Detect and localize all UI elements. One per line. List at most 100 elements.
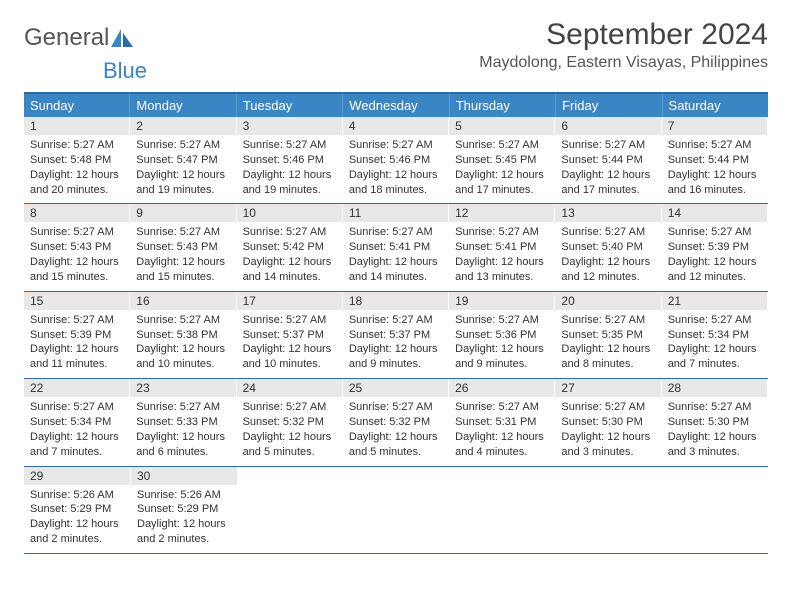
daylight-text: Daylight: 12 hours and 19 minutes. xyxy=(136,168,229,198)
day-body: Sunrise: 5:27 AMSunset: 5:42 PMDaylight:… xyxy=(237,222,342,290)
sunset-text: Sunset: 5:39 PM xyxy=(30,328,123,343)
dayhead-sun: Sunday xyxy=(24,94,130,117)
sail-icon xyxy=(111,29,133,47)
sunset-text: Sunset: 5:48 PM xyxy=(30,153,123,168)
daylight-text: Daylight: 12 hours and 3 minutes. xyxy=(668,430,761,460)
daylight-text: Daylight: 12 hours and 12 minutes. xyxy=(561,255,654,285)
daylight-text: Daylight: 12 hours and 10 minutes. xyxy=(243,342,336,372)
sunrise-text: Sunrise: 5:27 AM xyxy=(136,138,229,153)
day-number: 30 xyxy=(131,467,237,485)
day-number: 20 xyxy=(555,292,660,310)
sunset-text: Sunset: 5:43 PM xyxy=(30,240,123,255)
sunset-text: Sunset: 5:40 PM xyxy=(561,240,654,255)
day-body: Sunrise: 5:27 AMSunset: 5:41 PMDaylight:… xyxy=(343,222,448,290)
daylight-text: Daylight: 12 hours and 7 minutes. xyxy=(30,430,123,460)
day-number: 2 xyxy=(130,117,235,135)
week-row: 22Sunrise: 5:27 AMSunset: 5:34 PMDayligh… xyxy=(24,379,768,466)
day-number: 4 xyxy=(343,117,448,135)
sunrise-text: Sunrise: 5:27 AM xyxy=(455,313,548,328)
sunset-text: Sunset: 5:44 PM xyxy=(668,153,761,168)
daylight-text: Daylight: 12 hours and 9 minutes. xyxy=(349,342,442,372)
daylight-text: Daylight: 12 hours and 10 minutes. xyxy=(136,342,229,372)
sunrise-text: Sunrise: 5:27 AM xyxy=(455,138,548,153)
day-cell: 9Sunrise: 5:27 AMSunset: 5:43 PMDaylight… xyxy=(130,204,236,290)
sunrise-text: Sunrise: 5:27 AM xyxy=(30,138,123,153)
day-body: Sunrise: 5:27 AMSunset: 5:44 PMDaylight:… xyxy=(662,135,767,203)
sunset-text: Sunset: 5:41 PM xyxy=(349,240,442,255)
day-cell: 28Sunrise: 5:27 AMSunset: 5:30 PMDayligh… xyxy=(662,379,768,465)
sunset-text: Sunset: 5:32 PM xyxy=(349,415,442,430)
day-body: Sunrise: 5:27 AMSunset: 5:36 PMDaylight:… xyxy=(449,310,554,378)
sunrise-text: Sunrise: 5:27 AM xyxy=(136,313,229,328)
day-body: Sunrise: 5:27 AMSunset: 5:46 PMDaylight:… xyxy=(237,135,342,203)
sunset-text: Sunset: 5:30 PM xyxy=(668,415,761,430)
daylight-text: Daylight: 12 hours and 20 minutes. xyxy=(30,168,123,198)
empty-cell xyxy=(344,467,450,553)
day-body: Sunrise: 5:27 AMSunset: 5:35 PMDaylight:… xyxy=(555,310,660,378)
weeks-container: 1Sunrise: 5:27 AMSunset: 5:48 PMDaylight… xyxy=(24,117,768,554)
day-cell: 11Sunrise: 5:27 AMSunset: 5:41 PMDayligh… xyxy=(343,204,449,290)
daylight-text: Daylight: 12 hours and 17 minutes. xyxy=(455,168,548,198)
sunrise-text: Sunrise: 5:26 AM xyxy=(30,488,124,503)
day-number: 29 xyxy=(24,467,130,485)
sunset-text: Sunset: 5:35 PM xyxy=(561,328,654,343)
sunset-text: Sunset: 5:37 PM xyxy=(349,328,442,343)
day-number: 12 xyxy=(449,204,554,222)
day-body: Sunrise: 5:27 AMSunset: 5:45 PMDaylight:… xyxy=(449,135,554,203)
week-row: 15Sunrise: 5:27 AMSunset: 5:39 PMDayligh… xyxy=(24,292,768,379)
sunset-text: Sunset: 5:38 PM xyxy=(136,328,229,343)
day-number: 18 xyxy=(343,292,448,310)
day-number: 9 xyxy=(130,204,235,222)
sunset-text: Sunset: 5:46 PM xyxy=(349,153,442,168)
day-body: Sunrise: 5:27 AMSunset: 5:30 PMDaylight:… xyxy=(555,397,660,465)
daylight-text: Daylight: 12 hours and 8 minutes. xyxy=(561,342,654,372)
sunset-text: Sunset: 5:32 PM xyxy=(243,415,336,430)
day-cell: 6Sunrise: 5:27 AMSunset: 5:44 PMDaylight… xyxy=(555,117,661,203)
daylight-text: Daylight: 12 hours and 3 minutes. xyxy=(561,430,654,460)
day-body: Sunrise: 5:27 AMSunset: 5:44 PMDaylight:… xyxy=(555,135,660,203)
day-cell: 30Sunrise: 5:26 AMSunset: 5:29 PMDayligh… xyxy=(131,467,238,553)
sunrise-text: Sunrise: 5:27 AM xyxy=(561,225,654,240)
day-number: 23 xyxy=(130,379,235,397)
sunset-text: Sunset: 5:33 PM xyxy=(136,415,229,430)
day-number: 26 xyxy=(449,379,554,397)
daylight-text: Daylight: 12 hours and 6 minutes. xyxy=(136,430,229,460)
sunrise-text: Sunrise: 5:27 AM xyxy=(30,313,123,328)
daylight-text: Daylight: 12 hours and 4 minutes. xyxy=(455,430,548,460)
day-cell: 24Sunrise: 5:27 AMSunset: 5:32 PMDayligh… xyxy=(237,379,343,465)
day-cell: 12Sunrise: 5:27 AMSunset: 5:41 PMDayligh… xyxy=(449,204,555,290)
daylight-text: Daylight: 12 hours and 14 minutes. xyxy=(349,255,442,285)
sunrise-text: Sunrise: 5:27 AM xyxy=(243,313,336,328)
daylight-text: Daylight: 12 hours and 11 minutes. xyxy=(30,342,123,372)
daylight-text: Daylight: 12 hours and 5 minutes. xyxy=(243,430,336,460)
sunrise-text: Sunrise: 5:27 AM xyxy=(349,138,442,153)
sunset-text: Sunset: 5:37 PM xyxy=(243,328,336,343)
day-number: 17 xyxy=(237,292,342,310)
day-cell: 27Sunrise: 5:27 AMSunset: 5:30 PMDayligh… xyxy=(555,379,661,465)
day-body: Sunrise: 5:27 AMSunset: 5:30 PMDaylight:… xyxy=(662,397,767,465)
day-body: Sunrise: 5:27 AMSunset: 5:31 PMDaylight:… xyxy=(449,397,554,465)
daylight-text: Daylight: 12 hours and 15 minutes. xyxy=(30,255,123,285)
day-body: Sunrise: 5:27 AMSunset: 5:32 PMDaylight:… xyxy=(237,397,342,465)
daylight-text: Daylight: 12 hours and 15 minutes. xyxy=(136,255,229,285)
day-cell: 29Sunrise: 5:26 AMSunset: 5:29 PMDayligh… xyxy=(24,467,131,553)
empty-cell xyxy=(556,467,662,553)
day-cell: 20Sunrise: 5:27 AMSunset: 5:35 PMDayligh… xyxy=(555,292,661,378)
day-cell: 18Sunrise: 5:27 AMSunset: 5:37 PMDayligh… xyxy=(343,292,449,378)
dayhead-mon: Monday xyxy=(130,94,236,117)
day-number: 25 xyxy=(343,379,448,397)
day-body: Sunrise: 5:26 AMSunset: 5:29 PMDaylight:… xyxy=(24,485,130,553)
day-number: 27 xyxy=(555,379,660,397)
sunrise-text: Sunrise: 5:27 AM xyxy=(349,400,442,415)
calendar: Sunday Monday Tuesday Wednesday Thursday… xyxy=(24,92,768,554)
sunrise-text: Sunrise: 5:27 AM xyxy=(136,400,229,415)
day-cell: 19Sunrise: 5:27 AMSunset: 5:36 PMDayligh… xyxy=(449,292,555,378)
day-cell: 3Sunrise: 5:27 AMSunset: 5:46 PMDaylight… xyxy=(237,117,343,203)
day-number: 8 xyxy=(24,204,129,222)
sunrise-text: Sunrise: 5:27 AM xyxy=(561,313,654,328)
day-number: 1 xyxy=(24,117,129,135)
sunrise-text: Sunrise: 5:26 AM xyxy=(137,488,231,503)
sunrise-text: Sunrise: 5:27 AM xyxy=(349,225,442,240)
week-row: 1Sunrise: 5:27 AMSunset: 5:48 PMDaylight… xyxy=(24,117,768,204)
day-cell: 13Sunrise: 5:27 AMSunset: 5:40 PMDayligh… xyxy=(555,204,661,290)
